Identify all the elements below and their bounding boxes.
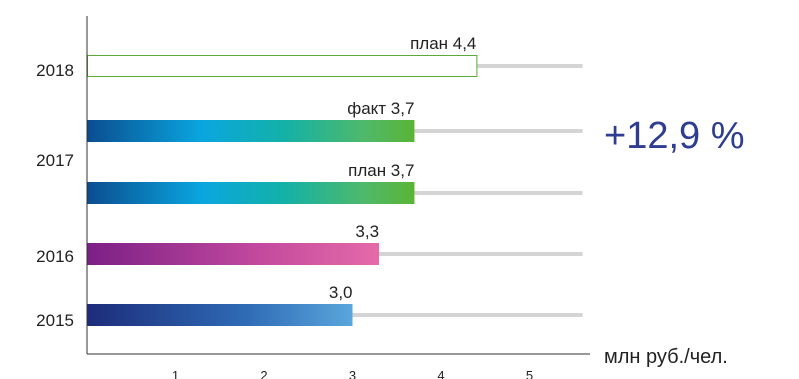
bar-outline — [87, 55, 478, 77]
bar — [87, 304, 353, 326]
bar — [87, 120, 415, 142]
bar-value-label: факт 3,7 — [347, 99, 414, 118]
x-tick-label: 2 — [260, 368, 267, 379]
bar — [87, 243, 380, 265]
bar-value-label: 3,0 — [329, 283, 353, 302]
x-tick-label: 4 — [437, 368, 444, 379]
x-tick-label: 3 — [349, 368, 356, 379]
bar-value-label: план 3,7 — [348, 161, 414, 180]
y-category-label: 2015 — [36, 311, 74, 330]
bar-value-label: 3,3 — [355, 222, 379, 241]
y-category-label: 2018 — [36, 61, 74, 80]
x-axis-unit-label: млн руб./чел. — [604, 346, 728, 368]
bar — [87, 182, 415, 204]
growth-annotation: +12,9 % — [604, 115, 745, 157]
x-tick-label: 5 — [526, 368, 533, 379]
y-category-label: 2017 — [36, 151, 74, 170]
bar-value-label: план 4,4 — [410, 34, 476, 53]
x-tick-label: 1 — [172, 368, 179, 379]
y-category-label: 2016 — [36, 247, 74, 266]
